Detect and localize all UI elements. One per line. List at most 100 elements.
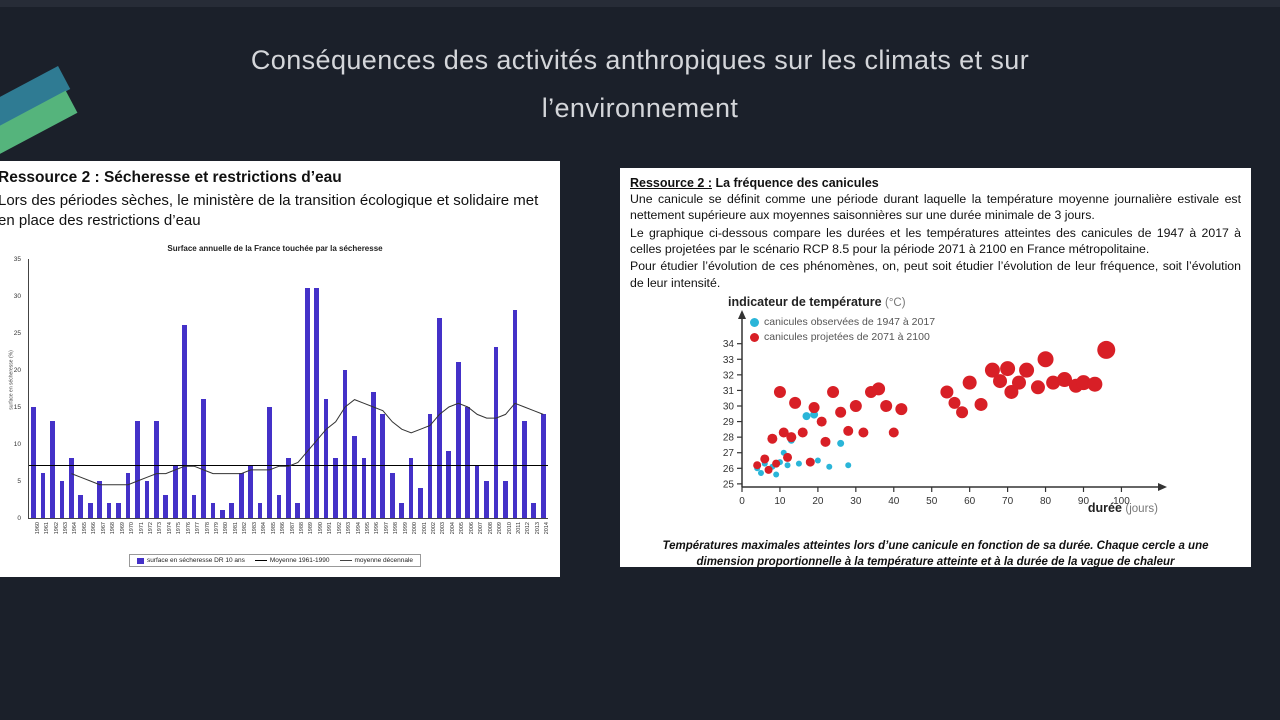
drought-bar-1987 [286, 458, 291, 518]
projected-heatwave-point [843, 425, 854, 436]
observed-heatwave-point [795, 460, 802, 467]
svg-text:80: 80 [1040, 496, 1052, 507]
drought-bar-2011 [512, 310, 518, 518]
x-tick-label: 1979 [214, 521, 220, 534]
drought-bar-1995 [361, 458, 367, 518]
x-tick-label: 2011 [515, 521, 522, 534]
mean-1961-1990-line [29, 464, 548, 466]
observed-heatwave-point [814, 457, 821, 464]
legend-bar-swatch [136, 557, 144, 564]
observed-heatwave-point [773, 471, 780, 478]
drought-bar-2007 [474, 465, 480, 518]
drought-bar-1989 [304, 288, 310, 518]
svg-text:70: 70 [1002, 496, 1014, 507]
drought-bar-1972 [144, 480, 150, 518]
drought-bar-1997 [380, 413, 386, 518]
projected-heatwave-point [872, 382, 886, 396]
y-tick-label: 30 [13, 292, 21, 300]
y-tick-label: 0 [17, 514, 21, 522]
svg-text:30: 30 [850, 496, 862, 507]
x-tick-label: 1987 [289, 521, 296, 534]
x-tick-label: 2001 [421, 521, 428, 534]
drought-heading: Ressource 2 : Sécheresse et restrictions… [0, 169, 342, 186]
svg-text:29: 29 [723, 417, 735, 428]
drought-bar-1970 [125, 473, 131, 518]
x-tick-label: 1969 [119, 521, 126, 534]
drought-bar-1998 [389, 473, 395, 518]
projected-heatwave-point [1011, 375, 1026, 390]
projected-heatwave-point [1097, 340, 1116, 359]
x-tick-label: 1971 [138, 521, 145, 534]
x-tick-label: 1966 [91, 521, 98, 534]
heatwave-heading-prefix: Ressource 2 : [630, 176, 712, 190]
x-tick-label: 1989 [308, 521, 315, 534]
drought-bar-1991 [323, 399, 329, 518]
projected-heatwave-point [805, 457, 815, 467]
observed-heatwave-point [826, 463, 833, 470]
legend-line-swatch [254, 560, 267, 561]
x-tick-label: 1983 [251, 521, 258, 534]
drought-bar-1968 [106, 502, 112, 518]
x-tick-label: 1981 [232, 521, 239, 534]
projected-heatwave-point [895, 403, 908, 416]
observed-heatwave-point [837, 439, 845, 447]
drought-bar-1981 [229, 502, 235, 518]
projected-heatwave-point [948, 396, 961, 409]
svg-text:31: 31 [723, 386, 735, 397]
drought-bar-1969 [116, 502, 121, 518]
drought-bar-1979 [210, 502, 216, 518]
heatwave-scatter-chart: 25 26 27 28 29 30 31 32 33 34 0 10 20 30 40 50 60 70 80 90 1… [696, 295, 1186, 531]
projected-heatwave-point [778, 427, 789, 438]
x-tick-label: 1977 [195, 521, 202, 534]
projected-heatwave-point [940, 385, 954, 399]
projected-heatwave-point [789, 396, 802, 409]
svg-text:0: 0 [739, 496, 745, 507]
drought-bar-1996 [370, 391, 376, 518]
x-tick-label: 1978 [204, 521, 211, 534]
drought-bar-1964 [69, 458, 74, 518]
x-tick-label: 2002 [431, 521, 438, 534]
drought-bar-1990 [314, 288, 320, 518]
drought-bar-2010 [503, 480, 508, 518]
projected-heatwave-point [797, 427, 808, 438]
svg-text:90: 90 [1078, 496, 1090, 507]
y-tick-label: 35 [13, 255, 21, 263]
legend-item: Moyenne 1961-1990 [254, 557, 330, 564]
drought-bar-2012 [521, 421, 527, 518]
drought-bar-1983 [248, 465, 253, 518]
slide-title: Conséquences des activités anthropiques … [0, 36, 1280, 132]
x-tick-label: 2004 [449, 521, 456, 534]
drought-bar-1978 [201, 399, 206, 518]
drought-bar-1966 [87, 502, 93, 518]
drought-bar-1992 [333, 458, 338, 518]
x-tick-label: 2006 [468, 521, 475, 534]
drought-bar-1975 [172, 465, 178, 518]
heatwave-paragraph-3: Pour étudier l’évolution de ces phénomèn… [630, 259, 1241, 290]
projected-heatwave-point [1030, 380, 1045, 395]
y-tick-label: 25 [13, 329, 21, 337]
projected-heatwave-point [783, 452, 793, 462]
x-tick-label: 1962 [53, 521, 60, 534]
projected-heatwave-point [974, 398, 988, 412]
x-tick-label: 1991 [327, 521, 334, 534]
projected-heatwave-point [858, 427, 869, 438]
projected-heatwave-point [1057, 372, 1073, 388]
x-tick-label: 2010 [506, 521, 513, 534]
projected-heatwave-point [820, 436, 831, 447]
drought-bar-1994 [352, 436, 357, 518]
svg-text:30: 30 [723, 402, 735, 413]
x-tick-label: 1968 [110, 521, 117, 534]
x-tick-label: 1992 [336, 521, 343, 534]
x-tick-label: 1986 [280, 521, 287, 534]
drought-bar-1965 [78, 495, 84, 518]
svg-text:32: 32 [723, 370, 735, 381]
drought-bar-1967 [97, 480, 103, 518]
x-tick-label: 1985 [270, 521, 277, 534]
x-tick-label: 1982 [242, 521, 249, 534]
scatter-legend-item: canicules projetées de 2071 à 2100 [750, 330, 935, 345]
projected-heatwave-point [849, 400, 862, 413]
x-tick-label: 1961 [44, 521, 51, 534]
drought-bar-2003 [437, 317, 442, 518]
drought-bar-1961 [40, 473, 46, 518]
